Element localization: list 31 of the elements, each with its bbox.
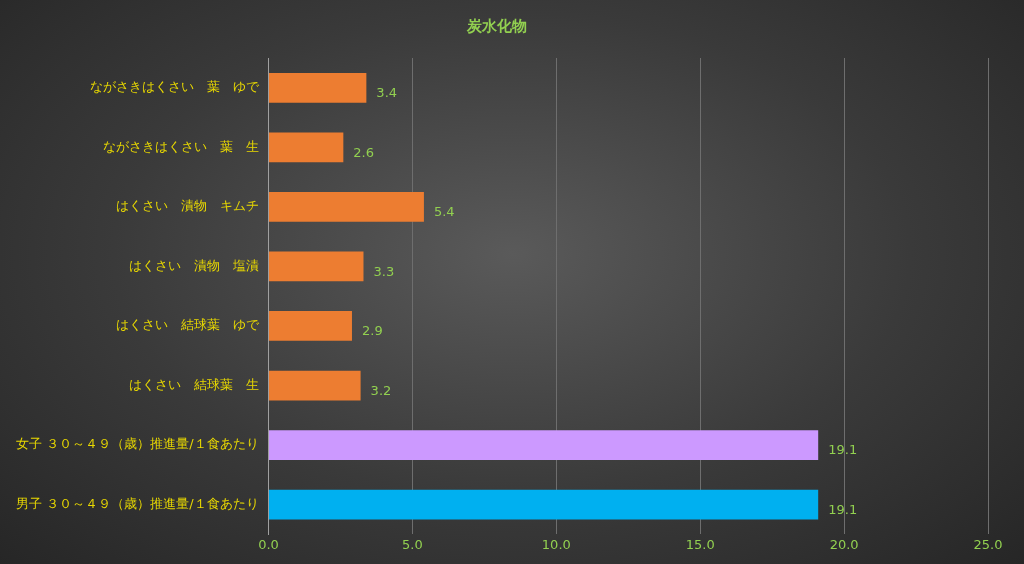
- y-tick-label: はくさい 漬物 キムチ: [115, 198, 259, 214]
- bar: [269, 489, 819, 520]
- bar: [269, 311, 352, 341]
- bar: [269, 132, 344, 163]
- chart-title: 炭水化物: [466, 16, 527, 35]
- data-label: 3.2: [370, 382, 392, 398]
- y-tick-label: はくさい 結球葉 生: [128, 376, 259, 392]
- data-label: 3.4: [376, 85, 398, 101]
- x-tick-label: 25.0: [973, 536, 1003, 552]
- x-tick-label: 0.0: [258, 536, 279, 552]
- y-tick-label: 男子 ３０～４９（歳）推進量/１食あたり: [16, 496, 259, 511]
- y-tick-label: ながさきはくさい 葉 生: [102, 138, 259, 154]
- x-tick-label: 20.0: [829, 536, 859, 552]
- y-tick-label: はくさい 漬物 塩漬: [128, 257, 259, 273]
- bar: [269, 370, 361, 401]
- x-tick-label: 15.0: [685, 536, 715, 552]
- data-label: 2.6: [353, 144, 375, 160]
- bar: [269, 430, 819, 460]
- y-tick-label: 女子 ３０～４９（歳）推進量/１食あたり: [16, 436, 259, 452]
- data-label: 3.3: [373, 263, 395, 279]
- bar: [269, 251, 364, 282]
- x-tick-label: 10.0: [541, 536, 571, 552]
- x-tick-label: 5.0: [402, 536, 423, 552]
- bar: [269, 191, 424, 222]
- y-tick-label: はくさい 結球葉 ゆで: [115, 317, 260, 333]
- data-label: 2.9: [361, 323, 383, 339]
- data-label: 19.1: [828, 502, 858, 517]
- data-label: 19.1: [828, 442, 858, 458]
- bar: [269, 72, 367, 103]
- y-tick-label: ながさきはくさい 葉 ゆで: [89, 79, 260, 95]
- data-label: 5.4: [433, 204, 455, 220]
